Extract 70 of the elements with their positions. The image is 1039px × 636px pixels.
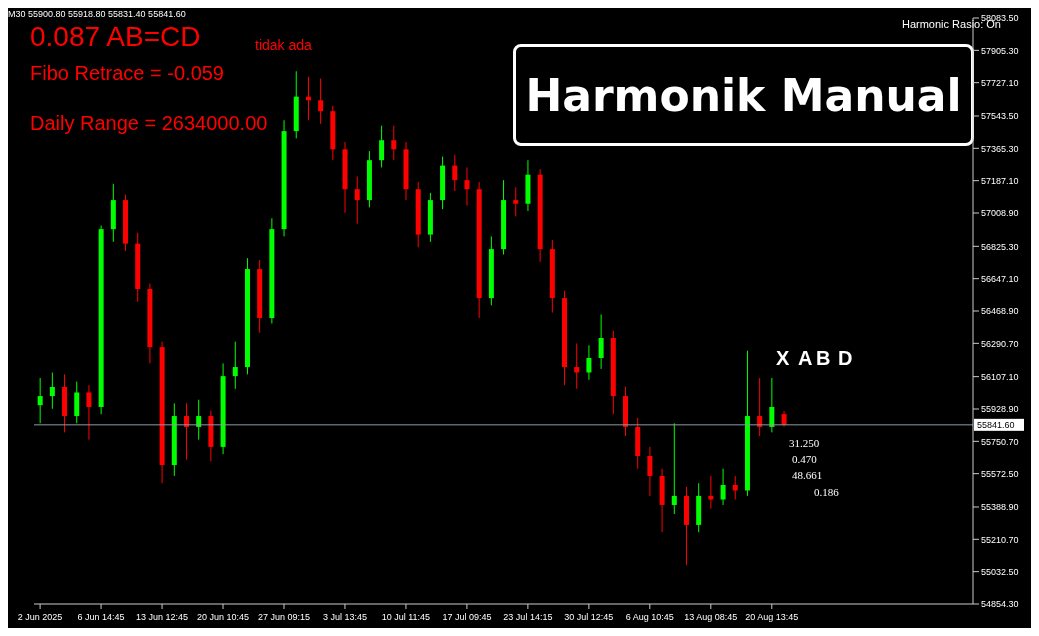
y-tick-label: 57365.30 <box>981 143 1019 154</box>
y-tick-label: 55032.50 <box>981 566 1019 577</box>
annotation: M30 55900.80 55918.80 55831.40 55841.60 <box>8 9 186 20</box>
annotation: 0.470 <box>792 453 817 466</box>
candlestick <box>586 344 592 381</box>
candlestick <box>452 154 458 192</box>
candlestick <box>232 341 238 390</box>
y-tick-label: 56290.70 <box>981 338 1019 349</box>
y-tick-label: 57187.10 <box>981 175 1019 186</box>
annotation: D <box>838 347 853 369</box>
y-tick-label: 54854.30 <box>981 599 1019 610</box>
x-tick-label: 30 Jul 12:45 <box>564 612 614 622</box>
candlestick <box>196 399 202 441</box>
annotation: 31.250 <box>789 437 820 450</box>
y-tick-label: 57008.90 <box>981 208 1019 219</box>
annotation: 0.186 <box>814 486 839 499</box>
candlestick <box>708 475 714 510</box>
x-tick-label: 23 Jul 14:15 <box>503 612 553 622</box>
candlestick <box>598 313 604 370</box>
candlestick <box>184 402 189 461</box>
x-tick-label: 20 Aug 13:45 <box>745 612 799 622</box>
candlestick <box>464 166 470 207</box>
y-tick-label: 56107.10 <box>981 371 1019 382</box>
ref-line-label: 55841.60 <box>977 419 1015 430</box>
annotation: 48.661 <box>792 469 823 482</box>
y-tick-label: 55750.70 <box>981 436 1019 447</box>
annotation: Fibo Retrace = -0.059 <box>30 62 224 84</box>
candlestick <box>732 475 738 501</box>
candlestick <box>74 381 80 424</box>
y-tick-label: 57905.30 <box>981 45 1019 56</box>
y-tick-label: 55388.90 <box>981 502 1019 513</box>
candlestick <box>318 78 324 125</box>
annotation: X <box>776 347 790 369</box>
annotation: A <box>798 347 813 369</box>
x-tick-label: 13 Aug 08:45 <box>684 612 738 622</box>
candlestick <box>354 176 360 225</box>
annotation: 0.087 AB=CD <box>30 21 201 53</box>
y-tick-label: 57727.10 <box>981 77 1019 88</box>
y-tick-label: 55572.50 <box>981 468 1019 479</box>
candlestick <box>49 372 55 410</box>
y-tick-label: 55210.70 <box>981 534 1019 545</box>
annotation: Daily Range = 2634000.00 <box>30 112 268 134</box>
annotation: tidak ada <box>255 37 312 54</box>
x-tick-label: 2 Jun 2025 <box>17 612 63 622</box>
candlestick <box>769 377 775 433</box>
x-tick-label: 27 Jun 09:15 <box>257 612 311 622</box>
x-tick-label: 3 Jul 13:45 <box>322 612 367 622</box>
x-tick-label: 6 Jun 14:45 <box>77 612 125 622</box>
candlestick <box>647 446 653 497</box>
y-tick-label: 56468.90 <box>981 306 1019 317</box>
x-tick-label: 17 Jul 09:45 <box>442 612 492 622</box>
candlestick <box>720 468 726 506</box>
candlestick <box>671 422 677 515</box>
x-tick-label: 6 Aug 10:45 <box>625 612 674 622</box>
candlestick <box>379 125 385 168</box>
candlestick <box>513 186 519 217</box>
y-tick-label: 57543.50 <box>981 111 1019 122</box>
x-tick-label: 10 Jul 11:45 <box>381 612 431 622</box>
candlestick <box>391 125 397 161</box>
annotation: B <box>816 347 831 369</box>
candlestick <box>757 377 763 437</box>
y-tick-label: 56825.30 <box>981 241 1019 252</box>
text: Harmonik Manual <box>513 44 974 146</box>
x-tick-label: 20 Jun 10:45 <box>197 612 250 622</box>
candlestick <box>37 377 43 424</box>
x-tick-label: 13 Jun 12:45 <box>136 612 189 622</box>
candlestick <box>574 342 580 390</box>
y-tick-label: 56647.10 <box>981 273 1019 284</box>
y-tick-label: 55928.90 <box>981 404 1019 415</box>
candlestick <box>86 384 92 441</box>
